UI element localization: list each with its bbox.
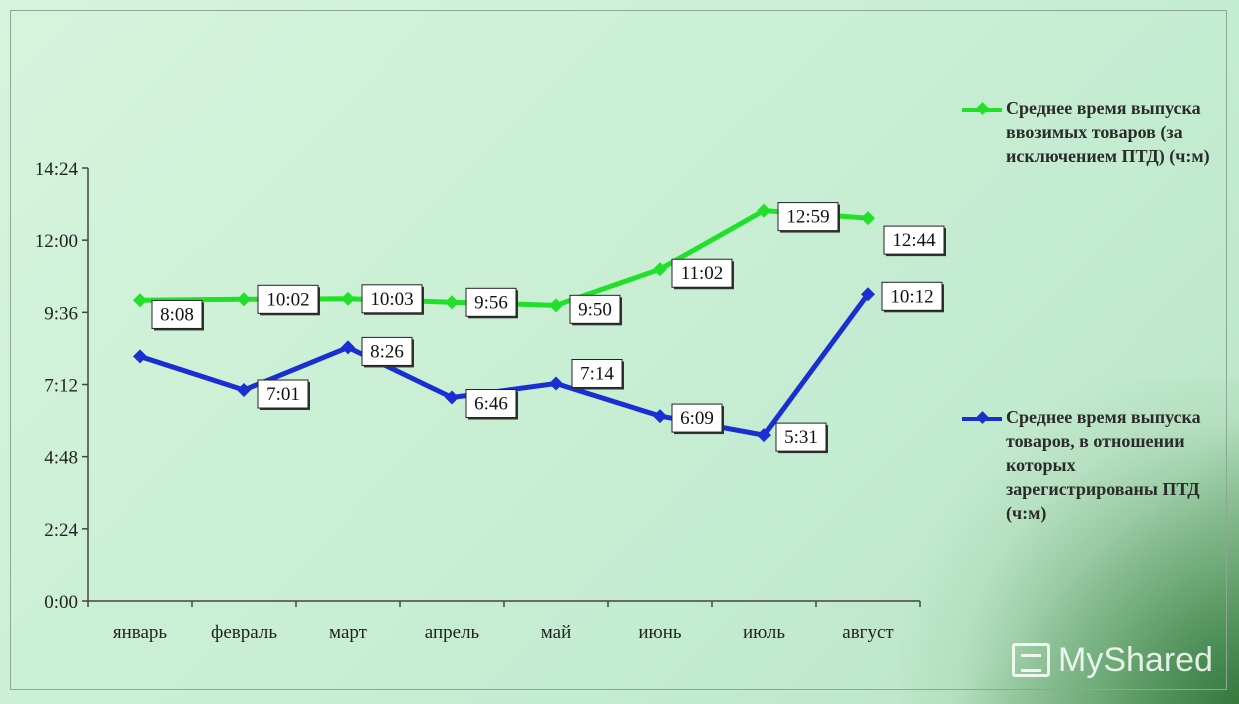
y-tick-label: 4:48 [44, 448, 78, 469]
data-label: 11:02 [671, 258, 734, 290]
legend-label-blue: Среднее время выпуска товаров, в отношен… [1006, 407, 1201, 523]
data-label-text: 9:56 [474, 292, 508, 313]
data-label-box [671, 258, 733, 288]
data-label: 6:09 [671, 403, 724, 435]
data-label-box [361, 284, 423, 314]
data-point [341, 340, 355, 355]
data-label-box [569, 294, 621, 324]
y-tick-label: 12:00 [35, 231, 78, 252]
y-tick-label: 14:24 [35, 159, 79, 180]
data-point [133, 293, 147, 308]
chart-data-labels: 10:02 10:03 9:56 9:50 11:02 12:59 12:44 8:08 7:0… [151, 202, 946, 454]
data-label-box [465, 287, 517, 317]
data-label-text: 8:26 [370, 341, 404, 362]
data-label-box [671, 403, 723, 433]
data-label: 10:12 [881, 281, 944, 313]
data-label-text: 9:50 [578, 299, 612, 320]
data-label-box [881, 281, 943, 311]
x-tick-label: февраль [211, 622, 277, 643]
data-point [549, 376, 563, 391]
watermark-text: MyShared [1058, 640, 1213, 679]
data-label: 12:44 [883, 225, 946, 257]
data-label: 10:02 [257, 284, 320, 316]
data-label-box [777, 202, 839, 232]
data-point [445, 390, 459, 405]
x-tick-label: май [541, 622, 572, 643]
data-label-box [775, 422, 827, 452]
y-tick-label: 2:24 [44, 520, 78, 541]
data-point [237, 292, 251, 307]
y-tick-label: 7:12 [44, 376, 78, 397]
data-label-box [465, 389, 517, 419]
data-label: 8:26 [361, 336, 414, 368]
legend-item-blue: Среднее время выпуска товаров, в отношен… [962, 405, 1221, 525]
data-label: 7:01 [257, 379, 310, 411]
x-tick-label: апрель [425, 622, 480, 643]
data-label-text: 7:14 [580, 363, 614, 384]
data-point [861, 287, 875, 302]
data-label-box [883, 225, 945, 255]
data-point [549, 298, 563, 313]
watermark: MyShared [1012, 632, 1227, 688]
data-point [861, 211, 875, 226]
data-label-text: 7:01 [266, 384, 300, 405]
x-tick-label: март [329, 622, 368, 643]
presentation-icon [1012, 643, 1050, 677]
legend-item-green: Среднее время выпуска ввозимых товаров (… [962, 96, 1221, 168]
y-tick-label: 9:36 [44, 303, 78, 324]
data-point [653, 262, 667, 277]
x-tick-label: июль [743, 622, 785, 643]
data-label: 7:14 [571, 358, 624, 390]
data-point [757, 203, 771, 218]
data-label: 6:46 [465, 389, 518, 420]
x-tick-label: январь [113, 622, 168, 643]
x-tick-label: август [842, 622, 894, 643]
data-label-text: 10:03 [370, 289, 413, 310]
data-label: 5:31 [775, 422, 828, 454]
data-label: 9:56 [465, 287, 518, 319]
data-point [341, 291, 355, 306]
data-label-text: 11:02 [681, 263, 724, 284]
data-point [133, 349, 147, 364]
data-label: 10:03 [361, 284, 424, 315]
data-label-box [257, 379, 309, 409]
data-point [445, 295, 459, 310]
corner-shade [900, 380, 1239, 704]
data-label-box [361, 336, 413, 366]
data-point [653, 409, 667, 424]
data-label: 9:50 [569, 294, 622, 326]
data-label-box [151, 299, 203, 329]
data-label-text: 5:31 [784, 427, 818, 448]
chart-axes: 0:00 2:24 4:48 7:12 9:36 12:00 14:24 январь февр… [35, 159, 921, 643]
data-label-text: 6:46 [474, 394, 508, 415]
chart-border [10, 10, 1227, 690]
data-label-box [571, 358, 623, 388]
data-label: 12:59 [777, 202, 840, 233]
data-label-box [257, 284, 319, 314]
data-label-text: 10:12 [890, 286, 933, 307]
y-tick-label: 0:00 [44, 592, 78, 613]
data-label-text: 8:08 [160, 304, 194, 325]
legend-label-green: Среднее время выпуска ввозимых товаров (… [1006, 98, 1210, 166]
data-point [757, 428, 771, 443]
data-label-text: 12:44 [892, 230, 936, 251]
data-point [237, 383, 251, 398]
data-label: 8:08 [151, 299, 204, 331]
data-label-text: 12:59 [786, 207, 829, 228]
x-tick-label: июнь [638, 622, 682, 643]
data-label-text: 10:02 [266, 289, 309, 310]
data-label-text: 6:09 [680, 408, 714, 429]
